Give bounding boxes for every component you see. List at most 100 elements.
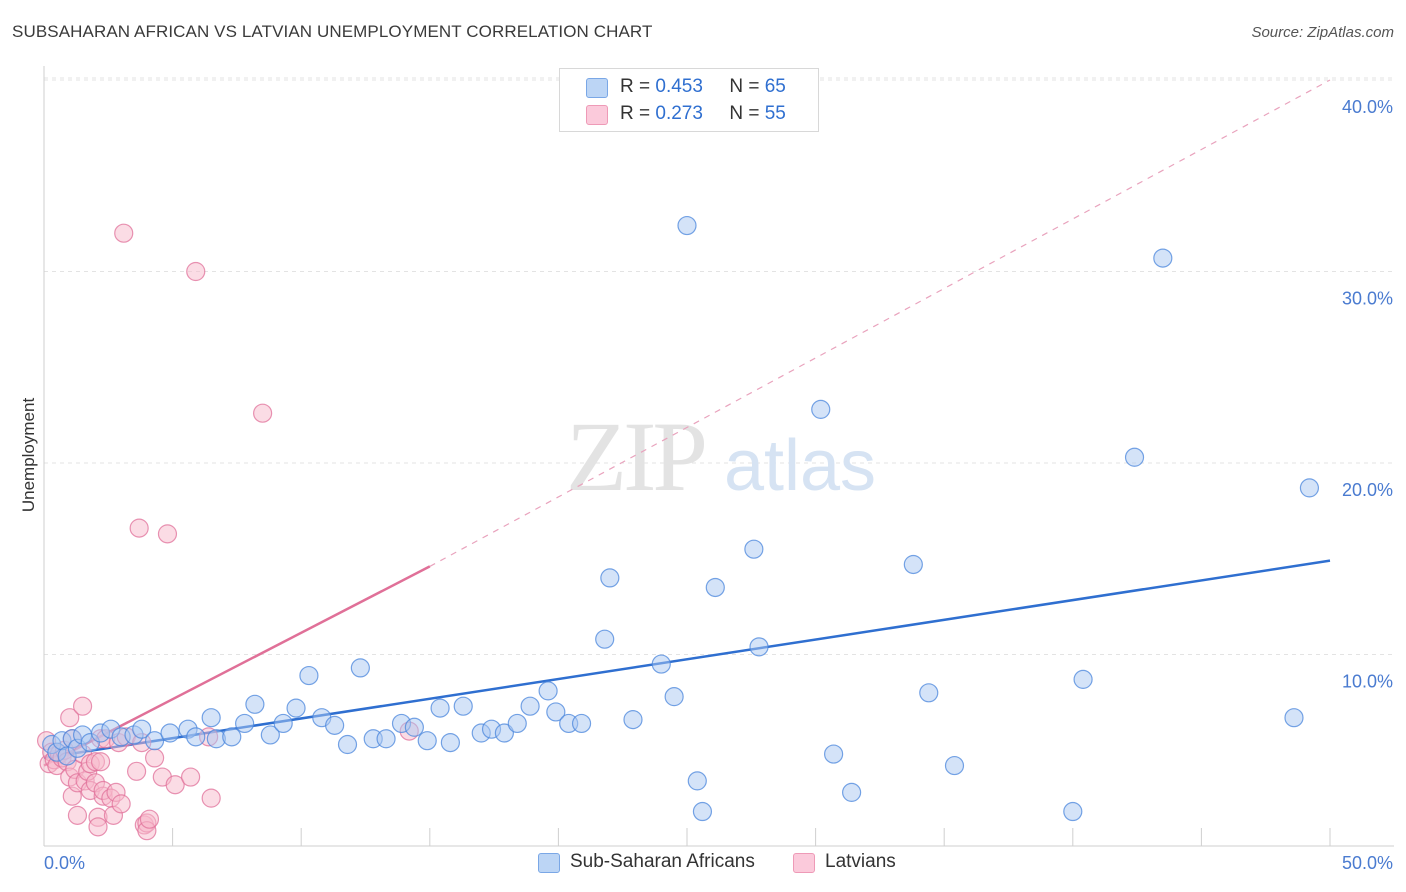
data-point: [538, 681, 558, 701]
data-point: [494, 723, 514, 743]
legend-n-label: N =: [729, 76, 760, 97]
trend-line-extension: [429, 79, 1331, 567]
data-point: [139, 809, 160, 829]
data-point: [1073, 669, 1093, 689]
data-point: [126, 761, 147, 781]
data-point: [651, 654, 671, 674]
y-axis-label: Unemployment: [19, 398, 38, 513]
data-point: [325, 715, 345, 735]
data-point: [350, 658, 370, 678]
x-tick-label: 0.0%: [44, 853, 85, 873]
data-point: [824, 744, 844, 764]
data-point: [129, 518, 149, 538]
data-point: [253, 403, 273, 423]
bottom-legend-label-latvians: Latvians: [825, 851, 896, 872]
data-point: [132, 719, 152, 739]
data-point: [417, 731, 437, 751]
data-point: [664, 687, 684, 707]
data-point: [245, 694, 265, 714]
data-point: [507, 713, 527, 734]
data-point: [201, 788, 221, 808]
data-point: [1124, 447, 1145, 467]
y-tick-label: 40.0%: [1342, 97, 1393, 117]
data-point: [595, 629, 615, 649]
chart-title: SUBSAHARAN AFRICAN VS LATVIAN UNEMPLOYME…: [12, 22, 653, 41]
data-point: [67, 805, 88, 825]
data-point: [623, 710, 643, 730]
data-point: [201, 708, 221, 728]
data-point: [1299, 478, 1320, 498]
data-point: [186, 261, 206, 282]
legend-r-value: 0.273: [655, 103, 703, 124]
source-label: Source: ZipAtlas.com: [1251, 24, 1394, 41]
legend-n-value: 55: [764, 103, 786, 124]
grid: [44, 77, 1394, 655]
data-point: [235, 713, 255, 734]
legend: R = 0.453 N = 65 R = 0.273 N = 55: [559, 68, 819, 132]
legend-r-label: R =: [620, 103, 651, 124]
bottom-legend-label-sub-saharan: Sub-Saharan Africans: [570, 851, 755, 872]
data-point: [1063, 801, 1083, 822]
data-point: [222, 727, 242, 747]
data-point: [744, 539, 764, 559]
data-point: [404, 717, 424, 737]
legend-r-label: R =: [620, 76, 651, 97]
legend-n-value: 65: [764, 76, 786, 97]
y-tick-label: 10.0%: [1342, 672, 1393, 692]
data-point: [677, 215, 697, 236]
data-point: [520, 696, 540, 716]
data-point: [160, 723, 180, 743]
data-point: [60, 708, 80, 728]
y-tick-label: 20.0%: [1342, 480, 1393, 500]
data-point: [1284, 708, 1304, 728]
data-point: [72, 696, 93, 716]
data-point: [453, 696, 473, 716]
data-point: [337, 734, 358, 755]
data-points: [36, 215, 1320, 841]
data-point: [546, 702, 566, 722]
data-point: [299, 665, 319, 686]
data-point: [273, 713, 293, 734]
data-point: [186, 727, 206, 747]
data-point: [811, 399, 831, 419]
data-point: [165, 775, 185, 795]
data-point: [88, 817, 108, 837]
data-point: [600, 568, 620, 588]
data-point: [571, 713, 592, 734]
watermark-zip: ZIP: [566, 401, 704, 512]
data-point: [286, 698, 306, 718]
data-point: [1153, 248, 1173, 268]
bottom-legend-swatch-sub-saharan: [538, 853, 560, 873]
data-point: [114, 223, 134, 243]
legend-swatch-latvians: [586, 105, 608, 125]
data-point: [687, 771, 707, 791]
y-tick-label: 30.0%: [1342, 289, 1393, 309]
data-point: [919, 683, 939, 703]
watermark-atlas: atlas: [724, 426, 876, 506]
legend-swatch-sub-saharan: [586, 78, 608, 98]
watermark: ZIP atlas: [566, 401, 876, 512]
data-point: [376, 729, 396, 749]
data-point: [749, 637, 769, 657]
data-point: [144, 748, 165, 768]
bottom-legend-swatch-latvians: [793, 853, 815, 873]
data-point: [181, 767, 201, 787]
data-point: [111, 794, 131, 814]
data-point: [144, 731, 165, 751]
data-point: [692, 801, 713, 822]
data-point: [260, 725, 280, 745]
data-point: [440, 732, 460, 753]
trend-line: [43, 559, 1331, 760]
data-point: [944, 755, 965, 776]
data-point: [430, 698, 450, 718]
data-point: [842, 782, 862, 802]
axes: [43, 66, 1394, 847]
x-tick-label: 50.0%: [1342, 853, 1393, 873]
data-point: [90, 752, 111, 772]
data-point: [157, 524, 178, 544]
tick-labels: 10.0% 20.0% 30.0% 40.0% 0.0% 50.0%: [44, 97, 1393, 873]
data-point: [903, 554, 923, 575]
legend-n-label: N =: [729, 103, 760, 124]
legend-r-value: 0.453: [655, 76, 703, 97]
